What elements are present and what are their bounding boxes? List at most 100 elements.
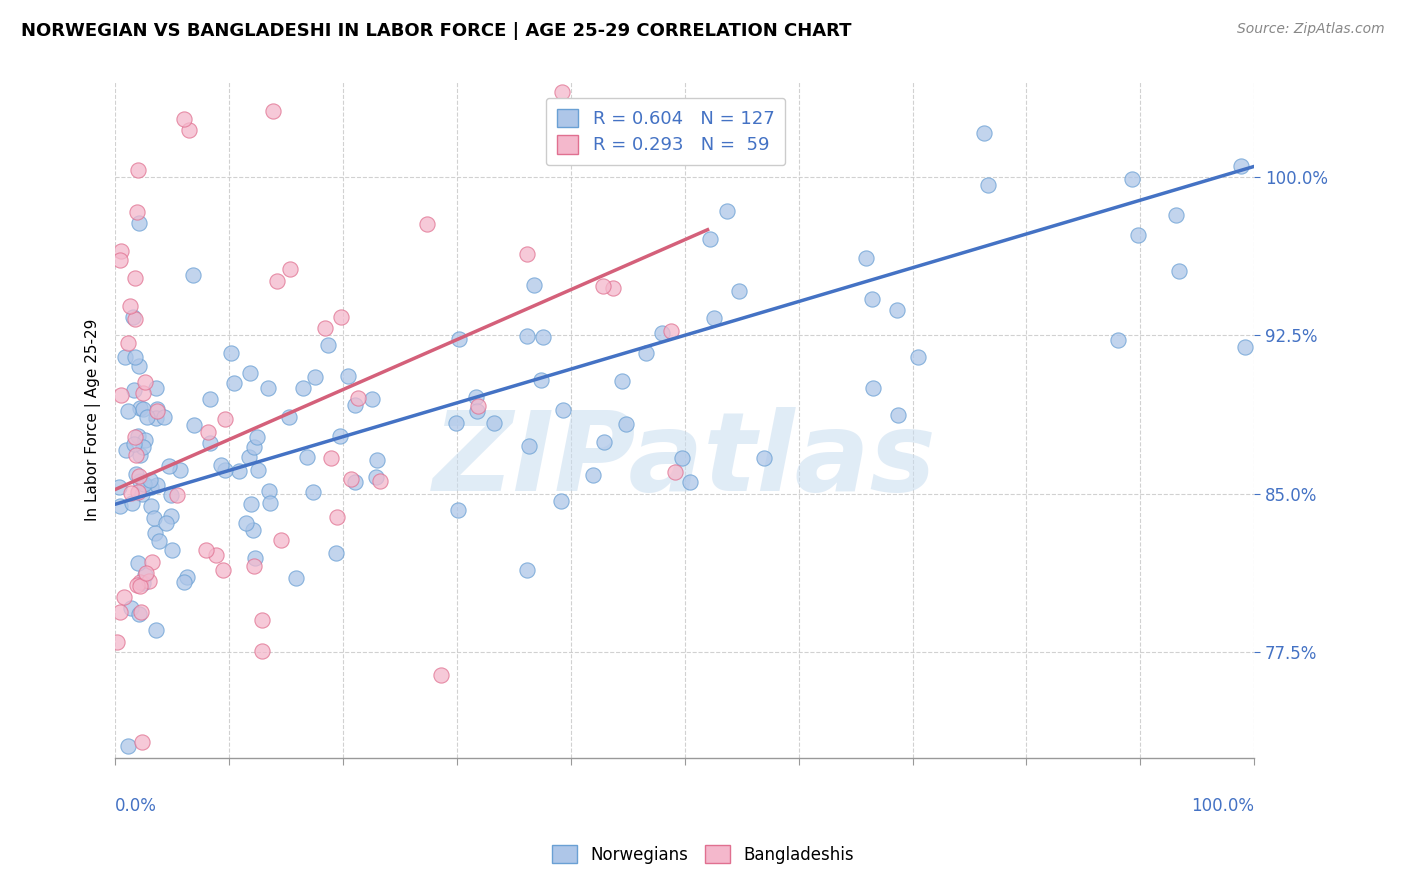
Point xyxy=(157,459,180,474)
Point xyxy=(482,416,505,430)
Point xyxy=(465,391,488,405)
Point xyxy=(143,511,166,525)
Point xyxy=(522,278,544,293)
Point xyxy=(128,216,150,230)
Point xyxy=(131,401,153,416)
Point xyxy=(368,474,391,488)
Point xyxy=(612,374,634,388)
Point xyxy=(124,430,146,444)
Point xyxy=(214,412,236,426)
Point xyxy=(145,404,167,418)
Point xyxy=(344,398,367,412)
Point xyxy=(134,375,156,389)
Point xyxy=(197,425,219,439)
Point xyxy=(124,270,146,285)
Point xyxy=(112,591,135,605)
Point xyxy=(125,467,148,481)
Point xyxy=(148,533,170,548)
Point xyxy=(198,392,221,406)
Point xyxy=(329,429,352,443)
Point xyxy=(659,324,682,338)
Point xyxy=(110,244,132,258)
Point xyxy=(128,401,150,416)
Point xyxy=(337,368,360,383)
Point xyxy=(139,474,162,488)
Point xyxy=(318,337,340,351)
Text: 100.0%: 100.0% xyxy=(1191,797,1254,814)
Point xyxy=(221,346,243,360)
Point xyxy=(152,410,174,425)
Point xyxy=(124,351,146,365)
Point xyxy=(145,381,167,395)
Point xyxy=(181,268,204,283)
Point xyxy=(1107,333,1129,347)
Point xyxy=(228,464,250,478)
Point xyxy=(129,605,152,619)
Point xyxy=(127,556,149,570)
Point xyxy=(214,463,236,477)
Point xyxy=(176,570,198,584)
Point xyxy=(121,496,143,510)
Point xyxy=(128,359,150,373)
Point xyxy=(169,463,191,477)
Point xyxy=(699,232,721,246)
Point xyxy=(120,299,142,313)
Point xyxy=(636,346,658,360)
Point xyxy=(614,417,637,432)
Point xyxy=(1167,263,1189,277)
Point xyxy=(703,311,725,326)
Point xyxy=(129,574,152,589)
Point xyxy=(141,499,163,513)
Point xyxy=(122,383,145,397)
Point xyxy=(122,437,145,451)
Point xyxy=(107,480,129,494)
Point xyxy=(266,274,288,288)
Point xyxy=(146,477,169,491)
Point xyxy=(105,635,128,649)
Point xyxy=(145,411,167,425)
Point xyxy=(159,488,181,502)
Point xyxy=(262,104,284,119)
Point xyxy=(366,453,388,467)
Point xyxy=(860,292,883,306)
Point xyxy=(516,247,538,261)
Point xyxy=(582,467,605,482)
Point xyxy=(129,474,152,488)
Point xyxy=(127,485,149,500)
Point xyxy=(550,494,572,508)
Point xyxy=(155,516,177,530)
Point xyxy=(122,310,145,324)
Point xyxy=(110,605,132,619)
Point xyxy=(551,86,574,100)
Point xyxy=(752,450,775,465)
Point xyxy=(886,303,908,318)
Point xyxy=(139,480,162,494)
Point xyxy=(183,418,205,433)
Point xyxy=(117,404,139,418)
Text: ZIPatlas: ZIPatlas xyxy=(433,407,936,514)
Point xyxy=(121,601,143,615)
Point xyxy=(162,542,184,557)
Point xyxy=(243,551,266,566)
Point xyxy=(198,436,221,450)
Legend: R = 0.604   N = 127, R = 0.293   N =  59: R = 0.604 N = 127, R = 0.293 N = 59 xyxy=(546,98,785,165)
Point xyxy=(173,112,195,127)
Point xyxy=(1230,159,1253,173)
Point xyxy=(110,500,132,514)
Point xyxy=(516,563,538,577)
Point xyxy=(325,546,347,560)
Point xyxy=(141,555,163,569)
Point xyxy=(887,408,910,422)
Point xyxy=(292,381,315,395)
Point xyxy=(855,251,877,265)
Point xyxy=(973,127,995,141)
Text: Source: ZipAtlas.com: Source: ZipAtlas.com xyxy=(1237,22,1385,37)
Point xyxy=(246,430,269,444)
Point xyxy=(270,533,292,548)
Point xyxy=(128,607,150,622)
Point xyxy=(250,613,273,627)
Point xyxy=(134,433,156,447)
Point xyxy=(145,402,167,417)
Point xyxy=(131,441,153,455)
Point xyxy=(516,328,538,343)
